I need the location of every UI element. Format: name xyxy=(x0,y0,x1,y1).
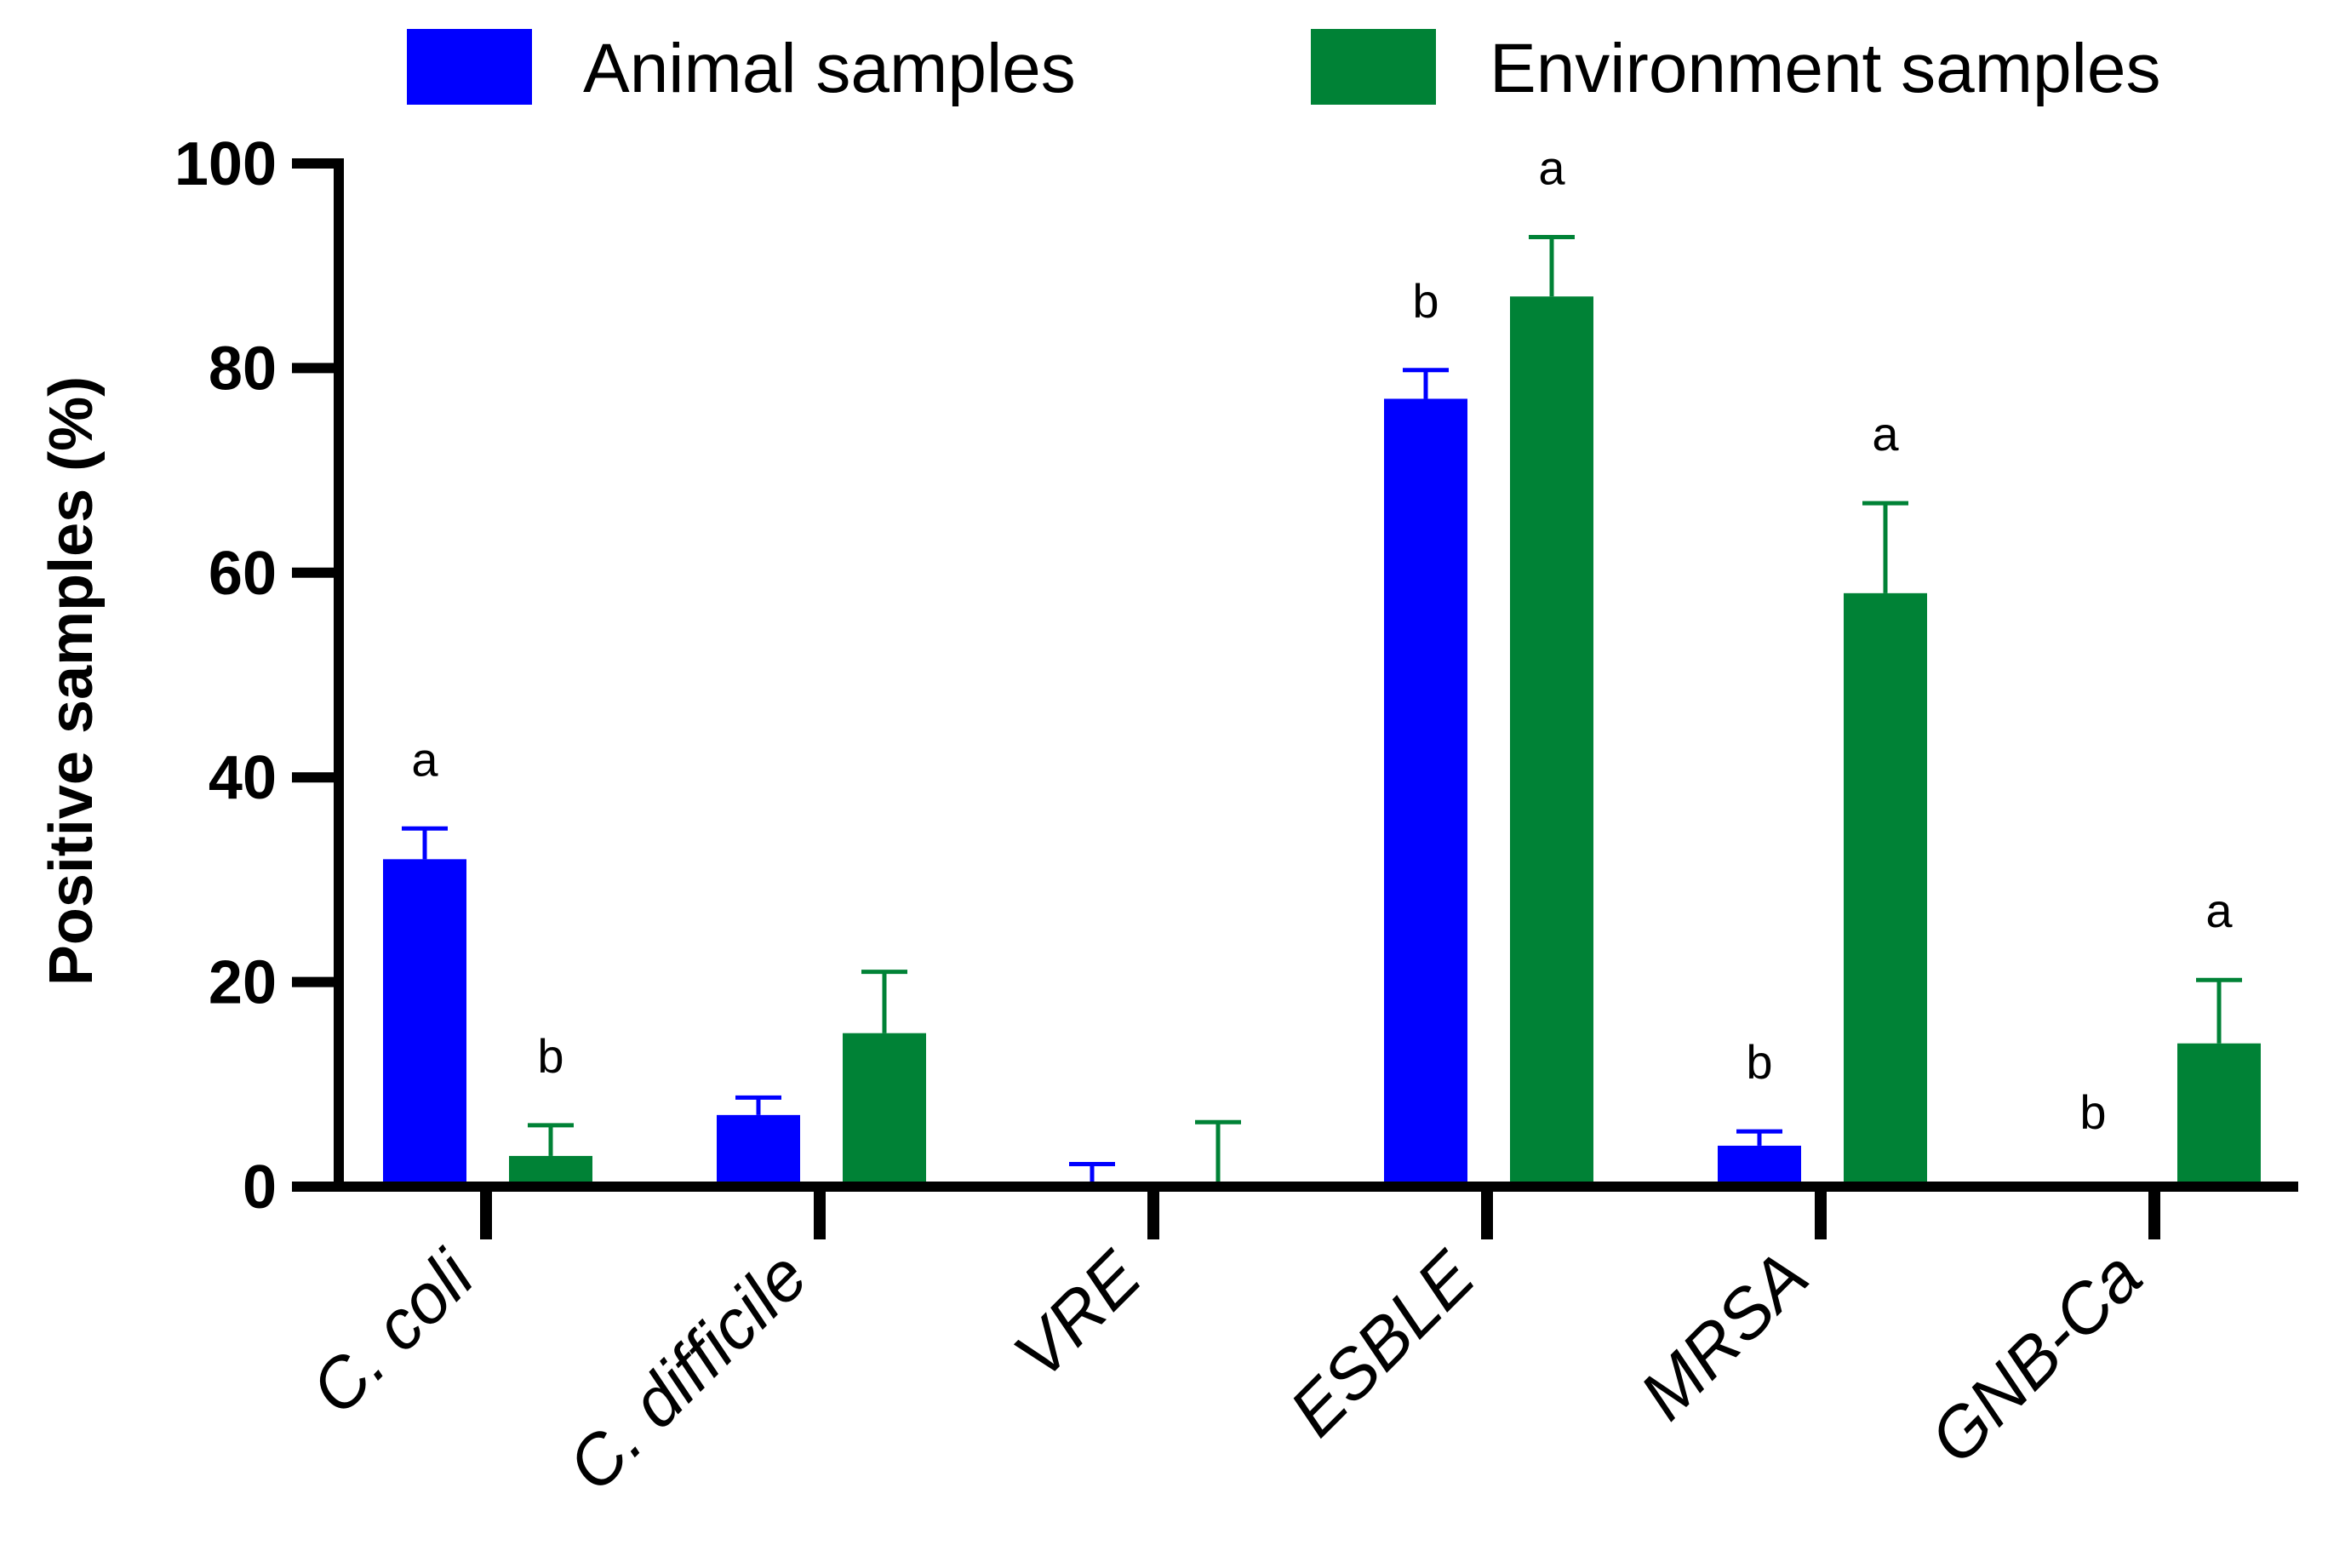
y-axis-title: Positive samples (%) xyxy=(37,376,106,986)
y-tick-label: 80 xyxy=(209,335,277,403)
y-tick-label: 0 xyxy=(243,1153,277,1222)
x-category-label: ESBLE xyxy=(1275,1236,1490,1451)
y-axis-ticks: 0 20 40 60 80 100 xyxy=(174,130,339,1222)
y-tick-label: 100 xyxy=(174,130,277,198)
y-tick-label: 60 xyxy=(209,540,277,608)
bar xyxy=(1384,398,1467,1187)
significance-labels: a b b a b a b a xyxy=(411,141,2233,1139)
legend-label-environment: Environment samples xyxy=(1490,30,2160,107)
legend-swatch-environment xyxy=(1311,29,1436,105)
significance-label: a xyxy=(1872,407,1899,461)
significance-label: b xyxy=(2079,1085,2106,1139)
error-bars xyxy=(402,235,2242,1187)
significance-label: a xyxy=(1538,141,1565,195)
bar xyxy=(509,1155,592,1187)
bar xyxy=(843,1033,926,1187)
bar xyxy=(717,1114,800,1187)
bar xyxy=(383,859,466,1187)
significance-label: a xyxy=(2205,884,2233,937)
x-category-label: GNB-Ca xyxy=(1915,1237,2156,1478)
y-tick-label: 40 xyxy=(209,744,277,812)
bar xyxy=(1844,592,1927,1187)
x-category-label: MRSA xyxy=(1626,1237,1823,1434)
x-axis-ticks: C. coli C. difficile VRE ESBLE MRSA GNB-Ca xyxy=(296,1187,2160,1506)
significance-label: b xyxy=(1412,274,1439,328)
legend-swatch-animal xyxy=(407,29,532,105)
significance-label: b xyxy=(1746,1035,1772,1089)
bars xyxy=(383,296,2261,1187)
y-tick-label: 20 xyxy=(209,949,277,1017)
axes xyxy=(334,158,2298,1192)
bar xyxy=(2177,1043,2261,1187)
x-category-label: C. coli xyxy=(296,1235,489,1428)
legend: Animal samples Environment samples xyxy=(407,29,2160,107)
legend-label-animal: Animal samples xyxy=(583,30,1076,107)
bar xyxy=(1718,1145,1801,1187)
significance-label: b xyxy=(537,1029,563,1083)
x-category-label: C. difficile xyxy=(553,1237,822,1506)
significance-label: a xyxy=(411,732,438,786)
x-category-label: VRE xyxy=(999,1236,1156,1393)
bar xyxy=(1510,296,1593,1187)
